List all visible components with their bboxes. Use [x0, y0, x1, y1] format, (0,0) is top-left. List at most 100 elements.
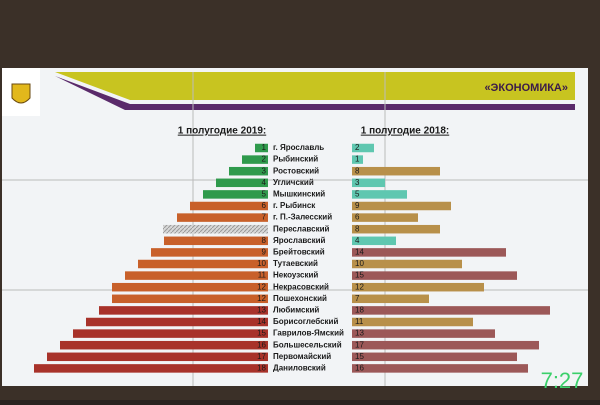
- value-label-2018: 6: [355, 213, 360, 222]
- bar-2019: [242, 155, 268, 164]
- value-label-2018: 11: [355, 317, 364, 326]
- district-name: Ростовский: [273, 166, 319, 175]
- bar-2019: [229, 166, 268, 176]
- value-label-2019: 12: [257, 294, 266, 303]
- bar-2019: [203, 190, 268, 199]
- bar-2019: [99, 306, 268, 315]
- value-label-2018: 1: [355, 155, 360, 164]
- bar-2018: [352, 166, 440, 176]
- district-name: Переславский: [273, 224, 330, 233]
- bar-2018: [352, 340, 539, 350]
- district-name: Тутаевский: [273, 259, 318, 268]
- value-label-2018: 17: [355, 340, 364, 349]
- value-label-2019: 18: [257, 364, 266, 373]
- value-label-2019: 2: [262, 155, 267, 164]
- banner-stripe: [55, 76, 575, 110]
- value-label-2019: 1: [262, 143, 267, 152]
- value-label-2019: 13: [257, 306, 266, 315]
- bar-2019: [190, 201, 268, 211]
- value-label-2018: 13: [355, 329, 364, 338]
- district-name: Первомайский: [273, 352, 331, 361]
- bar-2018: [352, 294, 429, 304]
- value-label-2019: 15: [257, 329, 266, 338]
- bar-2019: [255, 143, 268, 153]
- value-label-2019: 11: [258, 271, 267, 280]
- district-name: г. Рыбинск: [273, 201, 316, 210]
- bar-2019: [60, 340, 268, 350]
- bar-2018: [352, 282, 484, 292]
- value-label-2018: 15: [355, 271, 364, 280]
- no-data-bar: [163, 224, 268, 234]
- bar-2019: [151, 248, 268, 257]
- value-label-2018: 5: [355, 190, 360, 199]
- bar-2018: [352, 352, 517, 362]
- bar-2018: [352, 143, 374, 153]
- value-label-2018: 15: [355, 352, 364, 361]
- value-label-2019: 16: [257, 340, 266, 349]
- value-label-2019: 17: [257, 352, 266, 361]
- district-name: Мышкинский: [273, 190, 325, 199]
- bar-2019: [216, 178, 268, 188]
- bar-2018: [352, 306, 550, 315]
- bar-2018: [352, 224, 440, 234]
- bar-2018: [352, 317, 473, 327]
- value-label-2018: 3: [355, 178, 360, 187]
- bar-2019: [34, 364, 268, 373]
- bar-2018: [352, 329, 495, 338]
- clock: 7:27: [541, 368, 584, 393]
- value-label-2019: 12: [257, 282, 266, 291]
- legend-2018: 1 полугодие 2018:: [361, 126, 449, 137]
- value-label-2018: 8: [355, 224, 360, 233]
- section-title: «ЭКОНОМИКА»: [484, 82, 568, 94]
- district-name: Борисоглебский: [273, 317, 338, 326]
- value-label-2019: 3: [262, 166, 267, 175]
- district-name: г. П.-Залесский: [273, 213, 332, 222]
- value-label-2019: 9: [262, 248, 267, 257]
- bar-2019: [47, 352, 268, 362]
- bar-2019: [112, 294, 268, 304]
- district-name: Гаврилов-Ямский: [273, 329, 344, 338]
- district-name: Некоузский: [273, 271, 318, 280]
- district-name: Пошехонский: [273, 294, 327, 303]
- value-label-2019: 8: [262, 236, 267, 245]
- district-name: Любимский: [273, 306, 319, 315]
- value-label-2018: 4: [355, 236, 360, 245]
- district-name: Брейтовский: [273, 248, 325, 257]
- district-name: Некрасовский: [273, 282, 329, 291]
- bar-2018: [352, 236, 396, 246]
- district-name: Даниловский: [273, 364, 326, 373]
- banner: [55, 72, 575, 100]
- bar-2019: [177, 213, 268, 222]
- bar-2018: [352, 259, 462, 269]
- district-name: г. Ярославль: [273, 143, 324, 152]
- value-label-2018: 8: [355, 166, 360, 175]
- bar-2018: [352, 190, 407, 199]
- bar-2019: [125, 271, 268, 280]
- bar-2019: [73, 329, 268, 338]
- value-label-2018: 16: [355, 364, 364, 373]
- value-label-2019: 6: [262, 201, 267, 210]
- bar-2018: [352, 213, 418, 222]
- bar-2019: [164, 236, 268, 246]
- bar-2019: [112, 282, 268, 292]
- value-label-2018: 14: [355, 248, 364, 257]
- value-label-2019: 7: [262, 213, 267, 222]
- value-label-2018: 7: [355, 294, 360, 303]
- bar-2019: [138, 259, 268, 269]
- bar-2019: [86, 317, 268, 327]
- bar-2018: [352, 178, 385, 188]
- value-label-2018: 9: [355, 201, 360, 210]
- district-name: Угличский: [273, 178, 314, 187]
- value-label-2018: 12: [355, 282, 364, 291]
- value-label-2019: 10: [257, 259, 266, 268]
- emblem: [11, 83, 31, 104]
- bar-2018: [352, 364, 528, 373]
- value-label-2019: 14: [257, 317, 266, 326]
- value-label-2018: 10: [355, 259, 364, 268]
- bar-2018: [352, 248, 506, 257]
- district-name: Большесельский: [273, 340, 342, 349]
- value-label-2018: 18: [355, 306, 364, 315]
- legend-2019: 1 полугодие 2019:: [178, 126, 266, 137]
